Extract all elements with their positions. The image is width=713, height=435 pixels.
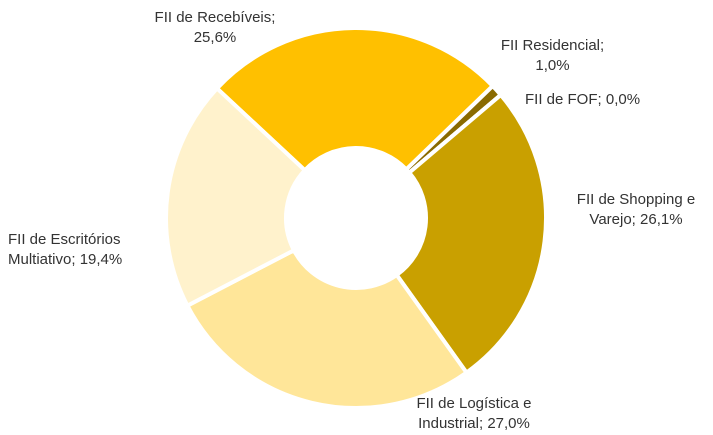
- data-label: FII de Recebíveis; 25,6%: [140, 8, 290, 48]
- value-label: 1,0%: [535, 57, 570, 74]
- data-label: FII Residencial; 1,0%: [490, 36, 615, 76]
- data-label: FII de FOF; 0,0%: [525, 90, 705, 110]
- slice: [393, 92, 548, 376]
- category-label: FII de Logística e Industrial;: [416, 395, 532, 432]
- slice: [214, 26, 496, 174]
- value-label: 0,0%: [605, 91, 641, 108]
- category-label: FII de Recebíveis;: [154, 9, 276, 26]
- category-label: FII de Shopping e Varejo;: [576, 191, 696, 228]
- slice: [184, 247, 470, 410]
- data-label: FII de Logística e Industrial; 27,0%: [404, 394, 544, 434]
- slice: [164, 85, 308, 309]
- value-label: 25,6%: [193, 29, 237, 46]
- category-label: FII Residencial;: [500, 37, 605, 54]
- category-label: FII de Escritórios Multiativo;: [8, 231, 121, 268]
- value-label: 26,1%: [640, 211, 683, 228]
- data-label: FII de Escritórios Multiativo; 19,4%: [8, 230, 158, 270]
- value-label: 27,0%: [487, 415, 530, 432]
- value-label: 19,4%: [79, 251, 123, 268]
- data-label: FII de Shopping e Varejo; 26,1%: [566, 190, 706, 230]
- category-label: FII de FOF;: [525, 91, 602, 108]
